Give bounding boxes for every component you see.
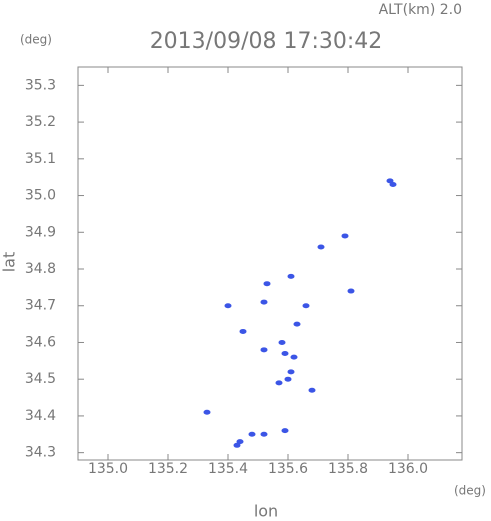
echo-point	[224, 303, 232, 309]
echo-point	[248, 431, 256, 437]
echo-point	[287, 369, 295, 375]
echo-point	[347, 288, 355, 294]
y-tick-label: 35.2	[25, 114, 56, 130]
altitude-label: ALT(km) 2.0	[379, 2, 462, 18]
y-tick-label: 34.9	[25, 224, 56, 240]
y-tick-label: 34.8	[25, 261, 56, 277]
echo-point	[263, 281, 271, 287]
x-unit: (deg)	[454, 484, 486, 498]
x-tick-label: 135.4	[208, 461, 248, 477]
echo-point	[284, 376, 292, 382]
echo-point	[236, 439, 244, 445]
echo-point	[290, 354, 298, 360]
y-tick-label: 35.0	[25, 188, 56, 204]
echo-point	[302, 303, 310, 309]
echo-point	[239, 328, 247, 334]
echo-point	[275, 380, 283, 386]
echo-point	[260, 347, 268, 353]
y-tick-label: 34.7	[25, 298, 56, 314]
y-tick-label: 34.4	[25, 408, 56, 424]
x-tick-label: 135.6	[268, 461, 308, 477]
echo-point	[278, 339, 286, 345]
plot-frame	[77, 66, 463, 461]
echo-point	[260, 299, 268, 305]
echo-point	[317, 244, 325, 250]
echo-point	[386, 178, 394, 184]
y-unit: (deg)	[20, 33, 52, 47]
echo-point	[287, 273, 295, 279]
echo-point	[308, 387, 316, 393]
echo-point	[281, 428, 289, 434]
echo-point	[233, 442, 241, 448]
x-tick-label: 136.0	[388, 461, 428, 477]
echo-point	[341, 233, 349, 239]
echo-point	[260, 431, 268, 437]
x-tick-label: 135.2	[148, 461, 188, 477]
echo-point	[293, 321, 301, 327]
echo-point	[203, 409, 211, 415]
x-tick-label: 135.0	[88, 461, 128, 477]
y-tick-label: 34.6	[25, 334, 56, 350]
x-axis-label: lon	[254, 502, 278, 521]
echo-point	[281, 350, 289, 356]
x-tick-label: 135.8	[328, 461, 368, 477]
y-tick-label: 35.1	[25, 151, 56, 167]
chart-title: 2013/09/08 17:30:42	[150, 29, 383, 54]
y-tick-label: 35.3	[25, 77, 56, 93]
y-tick-label: 34.3	[25, 445, 56, 461]
echo-point	[389, 182, 397, 188]
y-axis-label: lat	[0, 252, 19, 273]
y-tick-label: 34.5	[25, 371, 56, 387]
